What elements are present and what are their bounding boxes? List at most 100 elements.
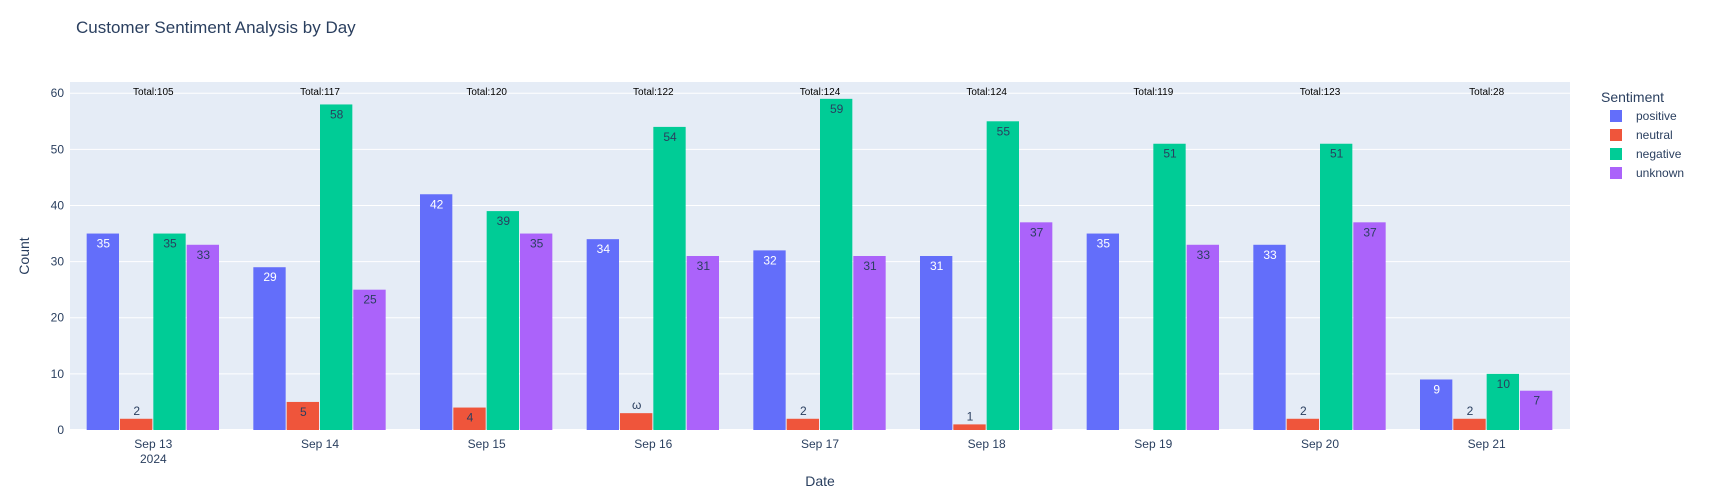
data-label: 25 [363, 293, 377, 307]
data-label: 31 [697, 259, 711, 273]
data-label: 35 [97, 237, 111, 251]
data-label: 37 [1363, 225, 1377, 239]
bar [920, 256, 953, 430]
x-tick-label: Sep 13 [134, 437, 172, 451]
x-tick-label: Sep 21 [1468, 437, 1506, 451]
x-axis-label: Date [805, 473, 835, 489]
data-label: 2 [1467, 404, 1474, 418]
y-tick-label: 40 [51, 198, 65, 212]
bar [353, 289, 386, 430]
total-annotations: Total:105 Total:117 Total:120 Total:122 Tota… [133, 87, 1505, 98]
bar [286, 401, 319, 430]
bar [1153, 143, 1186, 430]
bar [620, 413, 653, 430]
x-tick-label: Sep 19 [1134, 437, 1172, 451]
data-label: 33 [197, 248, 211, 262]
data-label: 35 [1097, 237, 1111, 251]
bar [320, 104, 353, 431]
legend-label: negative [1636, 147, 1682, 161]
data-label: 58 [330, 107, 344, 121]
data-label: 29 [263, 270, 277, 284]
x-tick-label: Sep 15 [468, 437, 506, 451]
bar [186, 244, 219, 430]
total-annotation: Total:105 [133, 87, 174, 98]
bar [153, 233, 186, 430]
bar [1520, 390, 1553, 430]
bar [1020, 222, 1053, 430]
bar [420, 194, 453, 430]
x-tick-label: Sep 20 [1301, 437, 1339, 451]
y-tick-label: 10 [51, 367, 65, 381]
data-label: 55 [997, 124, 1011, 138]
data-label: 33 [1263, 248, 1277, 262]
bar [120, 418, 153, 430]
y-tick-label: 0 [57, 423, 64, 437]
y-tick-label: 50 [51, 142, 65, 156]
bar [1086, 233, 1119, 430]
x-tick-label: Sep 14 [301, 437, 339, 451]
data-label: 31 [863, 259, 877, 273]
bar [953, 424, 986, 430]
y-axis-label: Count [16, 237, 32, 274]
x-tick-label: Sep 18 [968, 437, 1006, 451]
bar [1320, 143, 1353, 430]
total-annotation: Total:120 [466, 87, 507, 98]
legend-swatch [1610, 167, 1622, 179]
bar [753, 250, 786, 430]
data-label: 54 [663, 130, 677, 144]
legend-item[interactable]: neutral [1610, 128, 1673, 142]
bar [586, 239, 619, 430]
bar [1286, 418, 1319, 430]
data-label: 33 [1197, 248, 1211, 262]
data-label: 35 [163, 237, 177, 251]
bar [1453, 418, 1486, 430]
bar [453, 407, 486, 430]
data-label: 39 [497, 214, 511, 228]
bar [520, 233, 553, 430]
data-label: 42 [430, 197, 444, 211]
x-tick-label: Sep 17 [801, 437, 839, 451]
legend-item[interactable]: positive [1610, 109, 1677, 123]
total-annotation: Total:117 [300, 87, 340, 98]
data-label: 4 [467, 411, 474, 425]
data-label: 31 [930, 259, 944, 273]
chart-title: Customer Sentiment Analysis by Day [76, 18, 356, 37]
legend-label: unknown [1636, 166, 1684, 180]
data-label: 35 [530, 237, 544, 251]
data-label: 5 [300, 405, 307, 419]
data-label: 37 [1030, 225, 1044, 239]
bar [686, 256, 719, 430]
data-label: 51 [1163, 147, 1177, 161]
bar [820, 98, 853, 430]
legend[interactable]: positive neutral negative unknown [1610, 109, 1684, 180]
bar [986, 121, 1019, 431]
legend-title: Sentiment [1601, 89, 1664, 105]
data-label: 10 [1497, 377, 1511, 391]
total-annotation: Total:123 [1300, 87, 1341, 98]
data-label: 51 [1330, 147, 1344, 161]
bar [653, 126, 686, 430]
legend-item[interactable]: unknown [1610, 166, 1684, 180]
data-label: 9 [1433, 382, 1440, 396]
bar [1186, 244, 1219, 430]
bar [1253, 244, 1286, 430]
data-label: 7 [1533, 394, 1540, 408]
data-label: 59 [830, 102, 844, 116]
data-label: 1 [967, 409, 974, 423]
legend-swatch [1610, 148, 1622, 160]
bar [253, 267, 286, 430]
data-label: ω [632, 398, 641, 412]
data-label: 2 [1300, 404, 1307, 418]
bar [1486, 373, 1519, 430]
data-label: 2 [800, 404, 807, 418]
legend-swatch [1610, 110, 1622, 122]
total-annotation: Total:119 [1133, 87, 1173, 98]
total-annotation: Total:124 [800, 87, 841, 98]
y-tick-label: 20 [51, 311, 65, 325]
y-tick-labels: 0 10 20 30 40 50 60 [51, 86, 65, 437]
bar [786, 418, 819, 430]
legend-item[interactable]: negative [1610, 147, 1682, 161]
bar [86, 233, 119, 430]
